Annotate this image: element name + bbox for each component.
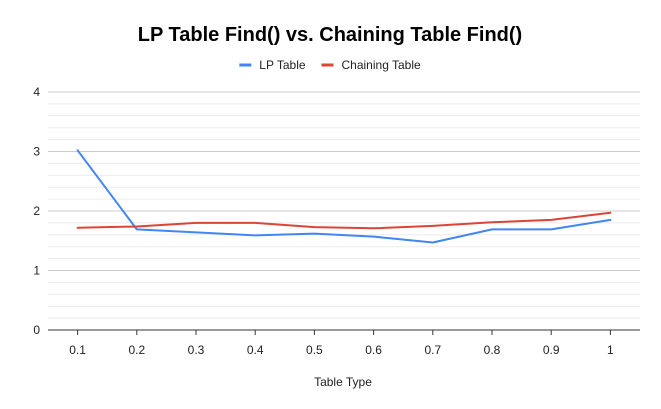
- x-axis-label: Table Type: [314, 375, 372, 389]
- x-tick-label: 1: [607, 343, 614, 357]
- x-tick-label: 0.9: [543, 343, 560, 357]
- y-tick-label: 2: [33, 204, 40, 218]
- x-tick-label: 0.8: [484, 343, 501, 357]
- legend-label: LP Table: [259, 58, 306, 72]
- x-tick-label: 0.4: [247, 343, 264, 357]
- chart-title: LP Table Find() vs. Chaining Table Find(…: [138, 24, 522, 46]
- x-tick-label: 0.2: [128, 343, 145, 357]
- y-tick-label: 3: [33, 145, 40, 159]
- series-lines: [76, 149, 612, 244]
- x-axis-ticks: 0.1 0.2 0.3 0.4 0.5 0.6 0.7 0.8 0.9 1: [69, 330, 614, 357]
- chart-legend: LP Table Chaining Table: [239, 58, 421, 72]
- series-line-chaining-table: [76, 211, 612, 230]
- legend-item: Chaining Table: [321, 58, 421, 72]
- legend-label: Chaining Table: [342, 58, 421, 72]
- x-tick-label: 0.3: [188, 343, 205, 357]
- x-tick-label: 0.5: [306, 343, 323, 357]
- legend-item: LP Table: [239, 58, 306, 72]
- y-tick-label: 1: [33, 264, 40, 278]
- x-tick-label: 0.1: [69, 343, 86, 357]
- y-tick-label: 0: [33, 323, 40, 337]
- series-line-lp-table: [76, 149, 612, 244]
- x-tick-label: 0.7: [424, 343, 441, 357]
- y-axis-ticks: 0 1 2 3 4: [33, 85, 40, 337]
- gridlines: [48, 91, 640, 319]
- y-tick-label: 4: [33, 85, 40, 99]
- x-tick-label: 0.6: [365, 343, 382, 357]
